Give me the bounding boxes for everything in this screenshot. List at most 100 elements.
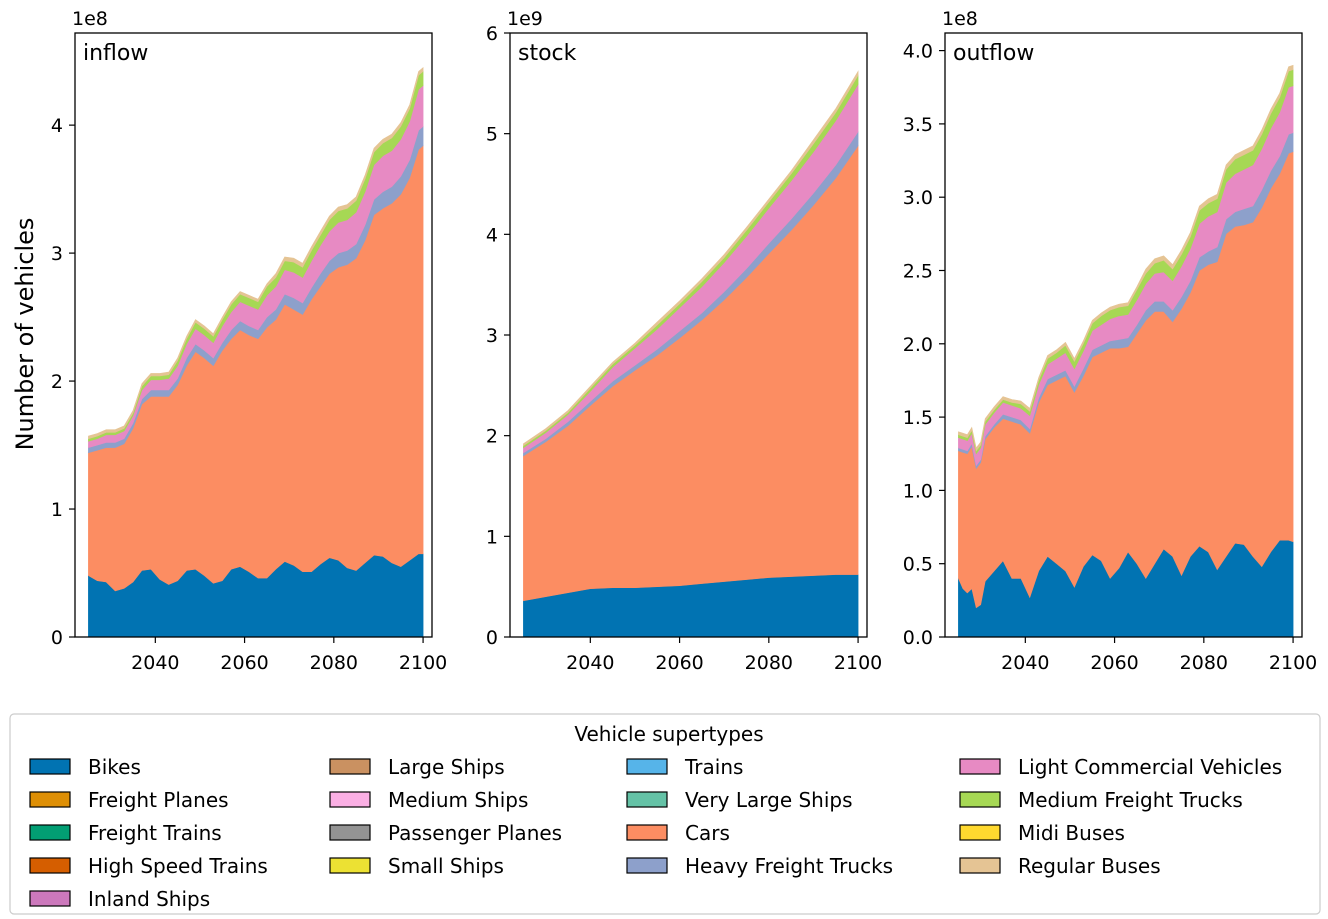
area-regular-buses <box>88 66 424 440</box>
legend-item-midi-buses: Midi Buses <box>959 821 1125 845</box>
legend-label: Medium Ships <box>388 788 528 812</box>
y-tick-label: 1 <box>486 526 498 548</box>
legend-swatch <box>959 824 1001 841</box>
x-tick-label: 2080 <box>745 652 793 674</box>
legend-label: Trains <box>684 755 743 779</box>
y-tick-label: 3.5 <box>903 114 933 136</box>
legend-label: Heavy Freight Trucks <box>685 854 893 878</box>
x-tick-label: 2060 <box>655 652 703 674</box>
legend-item-trains: Trains <box>626 755 743 779</box>
y-tick-label: 4 <box>51 115 63 137</box>
legend-swatch <box>626 857 668 874</box>
legend-swatch <box>329 857 371 874</box>
legend-item-passenger-planes: Passenger Planes <box>329 821 562 845</box>
panel-outflow: 2040 2060 2080 2100 0.0 0.5 1.0 1.5 2.0 2.5 3.0 3.5… <box>903 8 1317 674</box>
legend-item-inland-ships: Inland Ships <box>29 887 210 911</box>
legend-label: Very Large Ships <box>685 788 853 812</box>
panel-title: inflow <box>83 41 148 66</box>
legend-title: Vehicle supertypes <box>574 722 763 746</box>
legend-item-medium-freight-trucks: Medium Freight Trucks <box>959 788 1243 812</box>
y-tick-label: 1 <box>51 499 63 521</box>
legend-item-bikes: Bikes <box>29 755 141 779</box>
y-tick-label: 1.0 <box>903 480 933 502</box>
legend-swatch <box>29 824 71 841</box>
x-tick-label: 2100 <box>399 652 447 674</box>
legend-label: Inland Ships <box>88 887 210 911</box>
y-tick-label: 0.0 <box>903 627 933 649</box>
legend-item-cars: Cars <box>626 821 730 845</box>
y-tick-label: 4 <box>486 224 498 246</box>
legend-item-regular-buses: Regular Buses <box>959 854 1161 878</box>
y-tick-label: 0.5 <box>903 554 933 576</box>
legend-label: Freight Planes <box>88 788 229 812</box>
legend-swatch <box>959 857 1001 874</box>
legend-item-freight-trains: Freight Trains <box>29 821 222 845</box>
legend-item-small-ships: Small Ships <box>329 854 504 878</box>
panel-stock: 2040 2060 2080 2100 0 1 2 3 4 5 6 1e9 stock <box>486 8 882 674</box>
legend-item-light-commercial-vehicles: Light Commercial Vehicles <box>959 755 1282 779</box>
panel-title: outflow <box>953 41 1034 66</box>
axes-frame <box>944 32 1303 638</box>
axis-scale-label: 1e8 <box>942 8 978 30</box>
x-tick-label: 2080 <box>1180 652 1228 674</box>
x-tick-label: 2060 <box>1090 652 1138 674</box>
legend-swatch <box>29 791 71 808</box>
y-tick-label: 6 <box>486 23 498 45</box>
area-regular-buses <box>958 64 1294 452</box>
legend-swatch <box>959 758 1001 775</box>
legend-swatch <box>29 857 71 874</box>
panel-inflow: 2040 2060 2080 2100 0 1 2 3 4 1e8 inflow <box>51 8 447 674</box>
legend-swatch <box>626 791 668 808</box>
legend-item-medium-ships: Medium Ships <box>329 788 528 812</box>
x-tick-label: 2100 <box>1269 652 1317 674</box>
axis-scale-label: 1e9 <box>507 8 543 30</box>
y-tick-label: 0 <box>51 627 63 649</box>
legend-label: Cars <box>685 821 730 845</box>
y-tick-label: 2 <box>486 426 498 448</box>
legend-swatch <box>626 758 668 775</box>
legend-label: Small Ships <box>388 854 504 878</box>
area-regular-buses <box>523 70 859 447</box>
x-tick-label: 2040 <box>1001 652 1049 674</box>
legend-item-large-ships: Large Ships <box>329 755 505 779</box>
legend-swatch <box>959 791 1001 808</box>
legend-label: Passenger Planes <box>388 821 562 845</box>
legend-swatch <box>329 824 371 841</box>
y-tick-label: 2.0 <box>903 334 933 356</box>
legend-swatch <box>29 890 71 907</box>
y-axis-label: Number of vehicles <box>11 218 39 451</box>
legend-label: High Speed Trains <box>88 854 268 878</box>
legend-swatch <box>626 824 668 841</box>
x-tick-label: 2080 <box>310 652 358 674</box>
legend-label: Midi Buses <box>1018 821 1125 845</box>
y-tick-label: 3 <box>51 243 63 265</box>
legend-item-very-large-ships: Very Large Ships <box>626 788 853 812</box>
x-tick-label: 2060 <box>220 652 268 674</box>
legend-item-high-speed-trains: High Speed Trains <box>29 854 268 878</box>
y-tick-label: 2 <box>51 371 63 393</box>
legend-swatch <box>329 791 371 808</box>
legend-item-freight-planes: Freight Planes <box>29 788 229 812</box>
legend-label: Medium Freight Trucks <box>1018 788 1243 812</box>
x-tick-label: 2040 <box>131 652 179 674</box>
area-cars <box>523 144 859 602</box>
x-tick-label: 2100 <box>834 652 882 674</box>
axis-scale-label: 1e8 <box>72 8 108 30</box>
legend-entries: Bikes Freight Planes Freight Trains High Sp… <box>29 755 1282 911</box>
legend-label: Regular Buses <box>1018 854 1161 878</box>
legend-swatch <box>29 758 71 775</box>
legend: Vehicle supertypes Bikes Freight Planes Fr… <box>9 713 1321 915</box>
legend-label: Freight Trains <box>88 821 222 845</box>
legend-label: Large Ships <box>388 755 505 779</box>
y-tick-label: 2.5 <box>903 260 933 282</box>
axes-frame <box>74 32 433 638</box>
legend-label: Light Commercial Vehicles <box>1018 755 1282 779</box>
legend-swatch <box>329 758 371 775</box>
panel-title: stock <box>518 41 577 66</box>
y-tick-label: 4.0 <box>903 41 933 63</box>
y-tick-label: 0 <box>486 627 498 649</box>
x-tick-label: 2040 <box>566 652 614 674</box>
legend-label: Bikes <box>88 755 141 779</box>
y-tick-label: 3 <box>486 325 498 347</box>
